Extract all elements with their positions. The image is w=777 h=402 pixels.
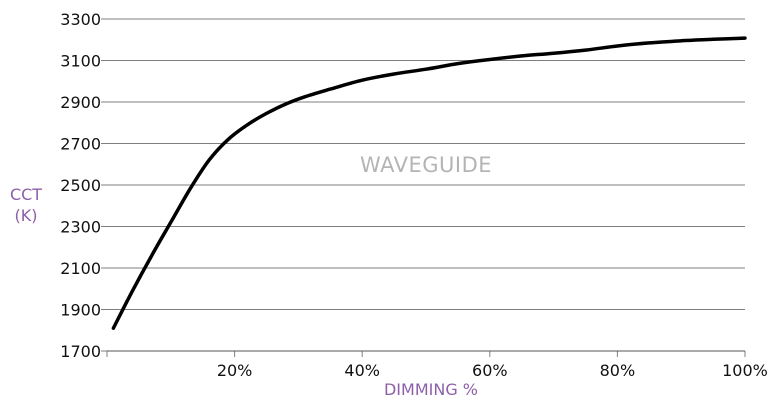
x-tick-label: 80% [600, 361, 636, 380]
x-tick-label: 40% [344, 361, 380, 380]
y-tick-label: 3300 [60, 10, 101, 29]
y-axis-title-line-1: CCT [10, 185, 42, 204]
grid-lines [101, 18, 746, 357]
series-line [111, 36, 747, 330]
y-tick-label: 2100 [60, 259, 101, 278]
y-tick-label: 2500 [60, 176, 101, 195]
x-axis-title: DIMMING % [384, 380, 478, 399]
y-tick-label: 3100 [60, 52, 101, 71]
y-tick-label: 1900 [60, 301, 101, 320]
y-tick-labels: 1700 1900 2100 2300 2500 2700 2900 3100 3300 [60, 10, 101, 361]
y-tick-label: 2300 [60, 218, 101, 237]
x-tick-label: 20% [217, 361, 253, 380]
y-tick-label: 1700 [60, 342, 101, 361]
y-tick-label: 2700 [60, 135, 101, 154]
x-tick-labels: 20% 40% 60% 80% 100% [217, 361, 768, 380]
y-axis-title-line-2: (K) [15, 206, 38, 225]
y-tick-label: 2900 [60, 93, 101, 112]
waveguide-annotation: WAVEGUIDE [360, 153, 492, 177]
x-tick-label: 60% [472, 361, 508, 380]
x-tick-label: 100% [722, 361, 768, 380]
